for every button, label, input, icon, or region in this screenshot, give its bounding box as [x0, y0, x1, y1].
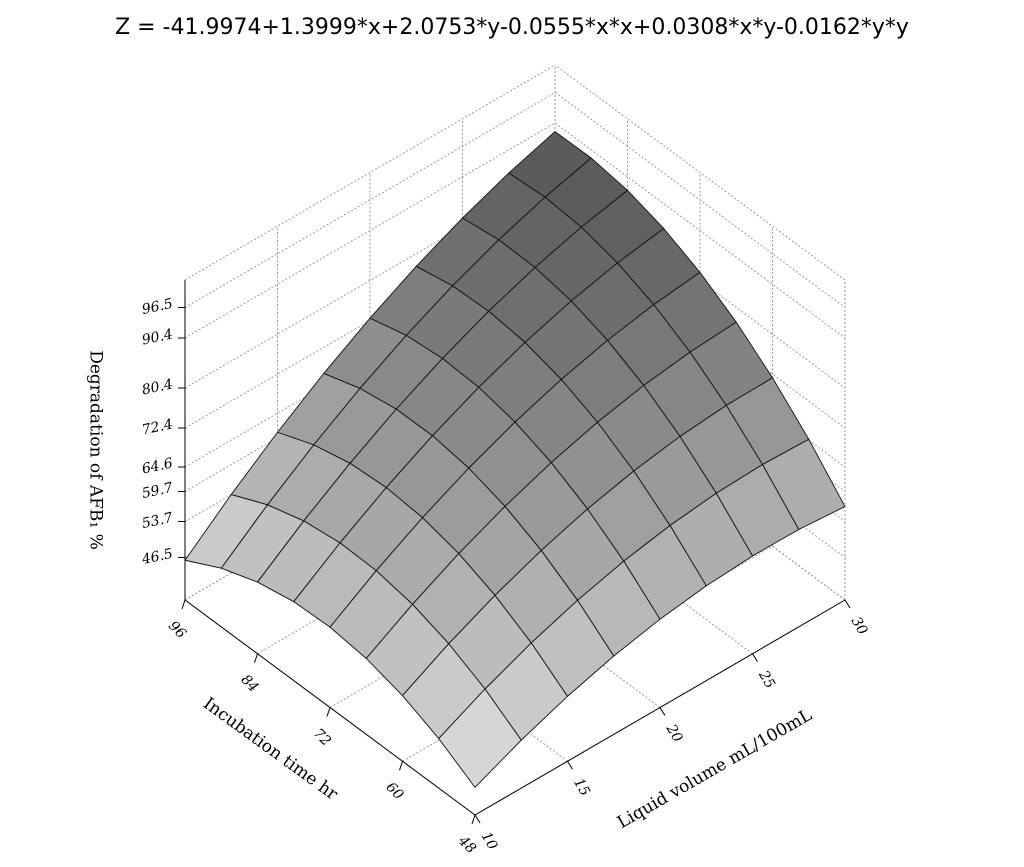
x-tick-label: 15 — [570, 776, 593, 800]
y-tick-label: 72 — [310, 726, 334, 750]
y-tick — [254, 653, 258, 663]
z-tick-label: 72.4 — [140, 416, 174, 438]
y-tick-label: 60 — [383, 779, 407, 803]
y-tick — [399, 761, 403, 771]
grid-line — [184, 92, 556, 308]
y-axis-label: Incubation time hr — [199, 694, 342, 805]
x-tick — [844, 599, 851, 609]
z-tick-label: 53.7 — [140, 510, 174, 532]
z-tick-label: 59.7 — [140, 480, 174, 502]
box-edge — [554, 64, 846, 281]
x-tick — [659, 707, 666, 716]
z-axis-label: Degradation of AFB₁ % — [86, 350, 106, 550]
y-tick — [326, 707, 331, 717]
y-tick — [181, 599, 186, 610]
x-tick — [567, 760, 573, 770]
grid-line — [554, 92, 846, 308]
surface-patch — [438, 688, 522, 788]
z-tick-label: 90.4 — [140, 326, 174, 348]
y-tick-label: 96 — [165, 618, 189, 642]
y-tick-label: 84 — [238, 672, 262, 696]
x-axis-label: Liquid volume mL/100mL — [614, 705, 815, 833]
x-tick-label: 25 — [755, 667, 778, 691]
x-tick — [474, 814, 481, 824]
box-edge — [184, 64, 556, 281]
x-tick — [752, 653, 758, 663]
y-tick-label: 48 — [454, 832, 479, 857]
grid-line — [184, 122, 556, 339]
chart-title: Z = -41.9974+1.3999*x+2.0753*y-0.0555*x*… — [115, 15, 909, 40]
y-tick — [471, 814, 476, 825]
z-tick-label: 96.5 — [140, 296, 174, 318]
grid-line — [554, 122, 846, 339]
z-tick-label: 80.4 — [140, 376, 174, 398]
x-tick-label: 20 — [662, 721, 685, 745]
z-tick-label: 46.5 — [139, 546, 174, 568]
x-tick-label: 30 — [848, 614, 871, 638]
x-tick-label: 10 — [478, 829, 501, 853]
z-tick-label: 64.6 — [140, 455, 174, 477]
